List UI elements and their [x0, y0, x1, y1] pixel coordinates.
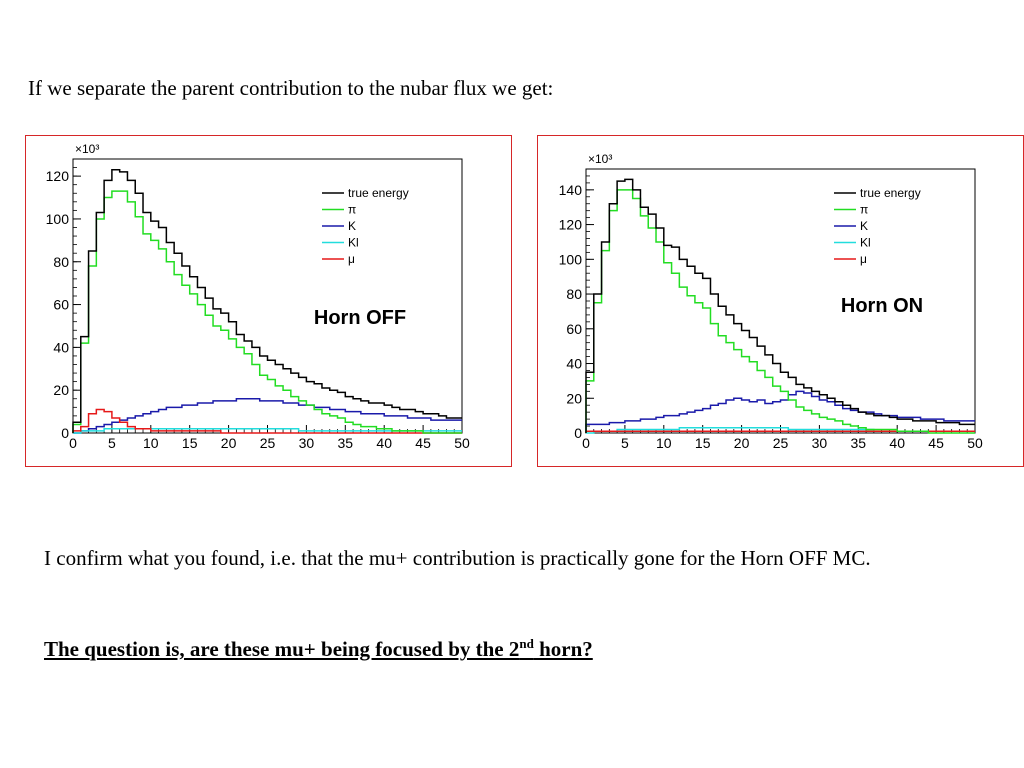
- series-K: [73, 398, 462, 434]
- x-tick-label: 20: [734, 435, 750, 451]
- x-tick-label: 10: [656, 435, 672, 451]
- x-tick-label: 15: [182, 435, 198, 451]
- histogram-horn-on: 0 5 10 15 20 25 30 35 40 45 50 0 20 40 60 80 100 120 140 ×1…: [559, 152, 983, 451]
- x-tick-label: 20: [221, 435, 237, 451]
- question-heading: The question is, are these mu+ being foc…: [44, 636, 593, 662]
- x-tick-label: 0: [69, 435, 77, 451]
- x-tick-label: 45: [928, 435, 944, 451]
- legend-label: Kl: [860, 236, 871, 250]
- legend-label: π: [348, 203, 356, 217]
- x-tick-label: 45: [415, 435, 431, 451]
- x-tick-label: 25: [773, 435, 789, 451]
- x-tick-label: 0: [582, 435, 590, 451]
- y-tick-label: 100: [559, 251, 583, 267]
- x-tick-label: 40: [889, 435, 905, 451]
- x-tick-label: 40: [376, 435, 392, 451]
- x-tick-label: 5: [621, 435, 629, 451]
- y-tick-label: 140: [559, 182, 583, 198]
- x-tick-label: 25: [260, 435, 276, 451]
- y-tick-label: 60: [53, 297, 69, 313]
- legend-label: true energy: [860, 186, 921, 200]
- y-tick-label: 80: [53, 254, 69, 270]
- question-text: The question is, are these mu+ being foc…: [44, 637, 520, 661]
- legend-label: μ: [860, 252, 867, 266]
- x-tick-label: 35: [338, 435, 354, 451]
- chart-panel-horn-off: 0 5 10 15 20 25 30 35 40 45 50 0 20 40 60 80 100 120 ×10³ t…: [25, 135, 512, 467]
- legend-label: π: [860, 203, 868, 217]
- y-tick-label: 120: [559, 217, 583, 233]
- legend-label: true energy: [348, 186, 409, 200]
- chart-annotation-title: Horn ON: [841, 295, 923, 317]
- legend-label: K: [860, 219, 868, 233]
- confirmation-paragraph: I confirm what you found, i.e. that the …: [44, 546, 871, 570]
- y-tick-label: 80: [566, 286, 582, 302]
- chart-panel-horn-on: 0 5 10 15 20 25 30 35 40 45 50 0 20 40 60 80 100 120 140 ×1…: [537, 135, 1024, 467]
- histogram-horn-off: 0 5 10 15 20 25 30 35 40 45 50 0 20 40 60 80 100 120 ×10³ t…: [46, 142, 470, 451]
- legend-label: Kl: [348, 236, 359, 250]
- y-tick-label: 40: [566, 356, 582, 372]
- x-tick-label: 15: [695, 435, 711, 451]
- y-tick-label: 100: [46, 211, 70, 227]
- chart-annotation-title: Horn OFF: [314, 307, 406, 329]
- question-text-end: horn?: [533, 637, 593, 661]
- x-tick-label: 5: [108, 435, 116, 451]
- axis-multiplier: ×10³: [75, 142, 99, 156]
- y-tick-label: 20: [53, 382, 69, 398]
- plot-frame: [72, 158, 463, 434]
- axis-multiplier: ×10³: [588, 152, 612, 166]
- x-tick-label: 50: [967, 435, 983, 451]
- y-tick-label: 120: [46, 168, 70, 184]
- x-tick-label: 30: [812, 435, 828, 451]
- x-tick-label: 50: [454, 435, 470, 451]
- y-tick-label: 60: [566, 321, 582, 337]
- y-tick-label: 40: [53, 339, 69, 355]
- series-pi: [585, 189, 975, 434]
- legend-label: μ: [348, 252, 355, 266]
- series-mu: [72, 408, 462, 434]
- series-pi: [72, 190, 462, 434]
- y-tick-label: 20: [566, 390, 582, 406]
- legend-label: K: [348, 219, 356, 233]
- question-superscript: nd: [519, 636, 534, 651]
- x-tick-label: 10: [143, 435, 159, 451]
- x-tick-label: 35: [851, 435, 867, 451]
- series-true-energy: [72, 168, 462, 433]
- intro-text: If we separate the parent contribution t…: [28, 76, 554, 100]
- series-true-energy: [585, 178, 975, 433]
- x-tick-label: 30: [299, 435, 315, 451]
- y-tick-label: 0: [61, 425, 69, 441]
- y-tick-label: 0: [574, 425, 582, 441]
